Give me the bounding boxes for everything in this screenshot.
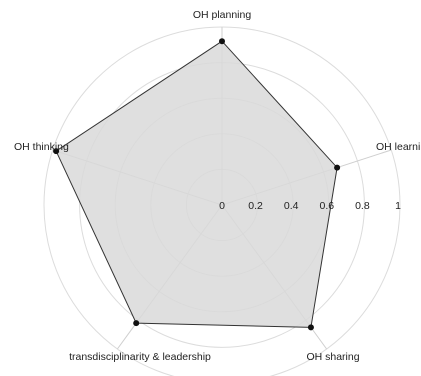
data-point [334,164,341,171]
radial-tick-label: 0 [219,200,225,212]
data-point [219,38,225,45]
data-point [133,320,140,327]
axis-label: OH thinking [14,141,69,153]
axis-labels: OH planning OH learni OH sharing transdisci… [14,9,420,363]
data-point [53,148,60,155]
data-polygon [55,40,338,328]
radial-tick-label: 1 [395,200,401,212]
axis-label: OH sharing [306,351,359,363]
radial-tick-label: 0.4 [284,200,299,212]
data-polygon-group [55,40,338,328]
axis-label: OH planning [193,9,252,21]
radial-tick-label: 0.8 [355,200,370,212]
axis-label: transdisciplinarity & leadership [69,351,211,363]
radial-tick-label: 0.6 [319,200,334,212]
radial-tick-labels: 0 0.2 0.4 0.6 0.8 1 [219,200,401,212]
data-point [307,324,314,331]
data-markers [53,38,341,331]
radial-tick-label: 0.2 [248,200,263,212]
axis-label: OH learni [376,141,420,153]
